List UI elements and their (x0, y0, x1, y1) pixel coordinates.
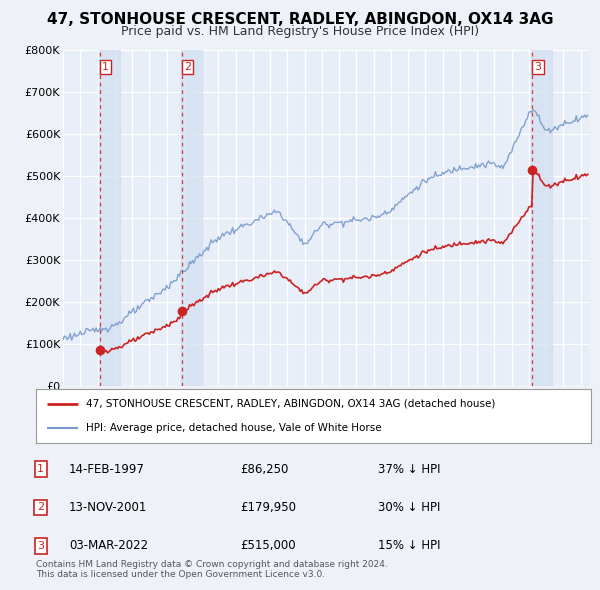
Text: HPI: Average price, detached house, Vale of White Horse: HPI: Average price, detached house, Vale… (86, 423, 382, 433)
Text: 3: 3 (535, 62, 541, 72)
Text: £515,000: £515,000 (240, 539, 296, 552)
Text: 47, STONHOUSE CRESCENT, RADLEY, ABINGDON, OX14 3AG: 47, STONHOUSE CRESCENT, RADLEY, ABINGDON… (47, 12, 553, 27)
Text: 14-FEB-1997: 14-FEB-1997 (69, 463, 145, 476)
Bar (181, 50, 202, 386)
Text: Contains HM Land Registry data © Crown copyright and database right 2024.
This d: Contains HM Land Registry data © Crown c… (36, 560, 388, 579)
Text: 47, STONHOUSE CRESCENT, RADLEY, ABINGDON, OX14 3AG (detached house): 47, STONHOUSE CRESCENT, RADLEY, ABINGDON… (86, 399, 496, 409)
Text: 30% ↓ HPI: 30% ↓ HPI (378, 501, 440, 514)
Text: 1: 1 (102, 62, 109, 72)
Text: 2: 2 (184, 62, 191, 72)
Text: 03-MAR-2022: 03-MAR-2022 (69, 539, 148, 552)
Text: 1: 1 (37, 464, 44, 474)
Text: 2: 2 (37, 503, 44, 512)
Text: £86,250: £86,250 (240, 463, 289, 476)
Text: Price paid vs. HM Land Registry's House Price Index (HPI): Price paid vs. HM Land Registry's House … (121, 25, 479, 38)
Text: 15% ↓ HPI: 15% ↓ HPI (378, 539, 440, 552)
Text: 13-NOV-2001: 13-NOV-2001 (69, 501, 148, 514)
Bar (531, 50, 553, 386)
Text: £179,950: £179,950 (240, 501, 296, 514)
Text: 37% ↓ HPI: 37% ↓ HPI (378, 463, 440, 476)
Text: 3: 3 (37, 541, 44, 550)
Bar (99, 50, 120, 386)
